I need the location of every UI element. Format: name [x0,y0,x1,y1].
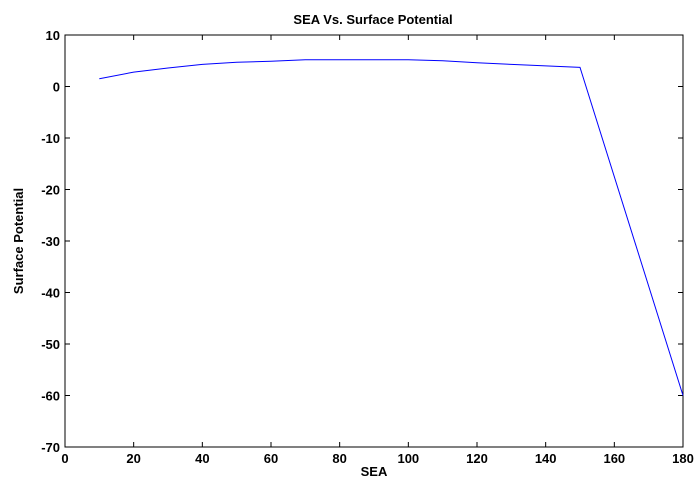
x-tick-label: 100 [397,451,419,466]
y-tick-label: -60 [41,389,60,404]
series-layer [99,59,684,396]
y-tick-label: -10 [41,131,60,146]
x-tick-label: 0 [61,451,68,466]
y-axis: 10 0 -10 -20 -30 -40 -50 -60 -70 [41,28,683,455]
chart-title: SEA Vs. Surface Potential [293,12,452,27]
x-tick-label: 20 [126,451,140,466]
series-line [99,59,684,396]
x-axis: 0 20 40 60 80 100 120 140 160 180 [61,35,694,466]
y-tick-label: -40 [41,286,60,301]
y-tick-label: 0 [53,80,60,95]
y-tick-label: -20 [41,183,60,198]
plot-area [64,34,684,448]
y-tick-label: -30 [41,234,60,249]
x-tick-label: 180 [672,451,694,466]
y-axis-title: Surface Potential [11,188,26,294]
y-tick-label: -70 [41,440,60,455]
y-tick-label: 10 [46,28,60,43]
x-tick-label: 120 [466,451,488,466]
x-axis-title: SEA [361,464,388,479]
x-tick-label: 80 [332,451,346,466]
x-tick-label: 160 [603,451,625,466]
x-tick-label: 140 [535,451,557,466]
x-tick-label: 40 [195,451,209,466]
x-tick-label: 60 [264,451,278,466]
y-tick-label: -50 [41,337,60,352]
